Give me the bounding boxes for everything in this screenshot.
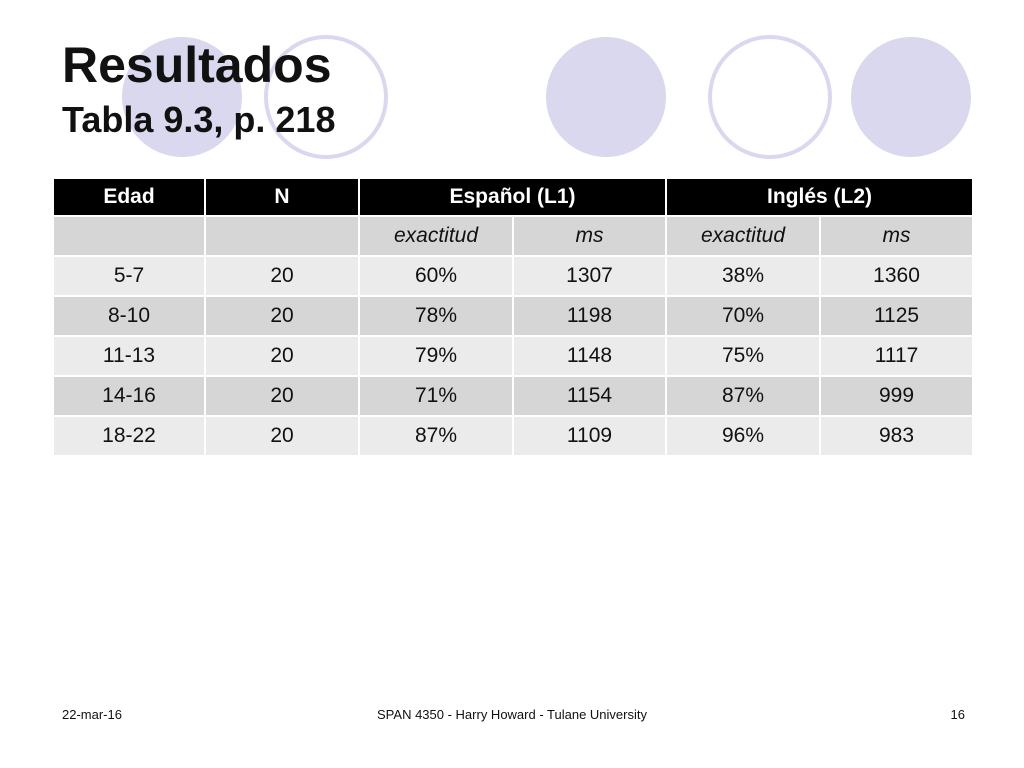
header-edad: Edad <box>52 179 206 217</box>
table-cell: 71% <box>358 375 514 417</box>
table-row: 18-22 20 87% 1109 96% 983 <box>52 415 975 457</box>
table-cell: 1125 <box>819 295 975 337</box>
table-cell: 38% <box>665 255 822 297</box>
table-cell: 75% <box>665 335 822 377</box>
table-cell: 11-13 <box>52 335 206 377</box>
table-cell: 1198 <box>511 295 668 337</box>
table-cell: 78% <box>358 295 514 337</box>
table-cell: 20 <box>204 375 360 417</box>
table-cell: 79% <box>358 335 514 377</box>
table-subheader-row: exactitud ms exactitud ms <box>52 215 975 257</box>
table-cell: 60% <box>358 255 514 297</box>
slide-subtitle: Tabla 9.3, p. 218 <box>62 99 336 140</box>
subheader-cell <box>204 215 360 257</box>
table-cell: 1117 <box>819 335 975 377</box>
table-cell: 18-22 <box>52 415 206 457</box>
table-cell: 1360 <box>819 255 975 297</box>
footer-date: 22-mar-16 <box>62 707 122 722</box>
subheader-cell: exactitud <box>665 215 822 257</box>
circle-filled-3 <box>851 37 971 157</box>
subheader-cell: ms <box>819 215 975 257</box>
table-header-row: Edad N Español (L1) Inglés (L2) <box>52 179 975 217</box>
table-cell: 20 <box>204 415 360 457</box>
results-table: Edad N Español (L1) Inglés (L2) exactitu… <box>52 179 975 457</box>
header-ingles: Inglés (L2) <box>665 179 975 217</box>
table-cell: 8-10 <box>52 295 206 337</box>
table-cell: 20 <box>204 255 360 297</box>
table-cell: 1307 <box>511 255 668 297</box>
header-espanol: Español (L1) <box>357 179 668 217</box>
subheader-cell: ms <box>511 215 668 257</box>
table-cell: 5-7 <box>52 255 206 297</box>
circle-filled-2 <box>546 37 666 157</box>
footer-page-number: 16 <box>950 707 965 722</box>
table-row: 5-7 20 60% 1307 38% 1360 <box>52 255 975 297</box>
table-cell: 999 <box>819 375 975 417</box>
table-cell: 20 <box>204 335 360 377</box>
circle-outline-2 <box>708 35 832 159</box>
circle-filled-1 <box>122 37 242 157</box>
subheader-cell <box>52 215 206 257</box>
table-cell: 1109 <box>511 415 668 457</box>
footer-course: SPAN 4350 - Harry Howard - Tulane Univer… <box>377 707 647 722</box>
table-cell: 87% <box>665 375 822 417</box>
table-row: 14-16 20 71% 1154 87% 999 <box>52 375 975 417</box>
table-cell: 14-16 <box>52 375 206 417</box>
title-block: Resultados Tabla 9.3, p. 218 <box>62 40 335 138</box>
table-cell: 70% <box>665 295 822 337</box>
decorative-circles <box>122 35 971 159</box>
subheader-cell: exactitud <box>358 215 514 257</box>
table-cell: 96% <box>665 415 822 457</box>
table-cell: 20 <box>204 295 360 337</box>
table-cell: 983 <box>819 415 975 457</box>
table-cell: 1148 <box>511 335 668 377</box>
table-cell: 87% <box>358 415 514 457</box>
slide-title: Resultados <box>62 37 332 93</box>
circle-outline-1 <box>264 35 388 159</box>
table-row: 11-13 20 79% 1148 75% 1117 <box>52 335 975 377</box>
header-n: N <box>204 179 360 217</box>
table-row: 8-10 20 78% 1198 70% 1125 <box>52 295 975 337</box>
table-cell: 1154 <box>511 375 668 417</box>
